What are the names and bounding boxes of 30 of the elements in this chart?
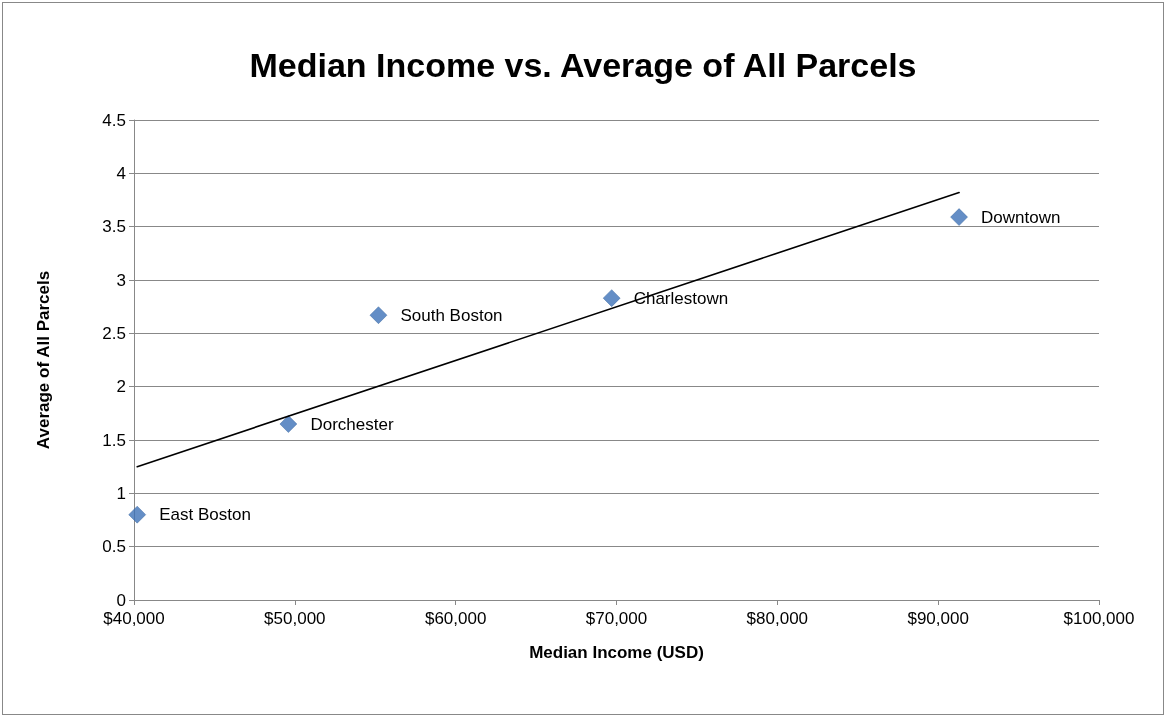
y-axis-title: Average of All Parcels — [34, 270, 53, 450]
y-tick-label: 1 — [116, 483, 126, 503]
y-tick-label: 0.5 — [102, 537, 126, 557]
y-tick-label: 2.5 — [102, 323, 126, 343]
annotation: East Boston — [159, 505, 251, 525]
point — [369, 306, 388, 324]
y-tick-label: 2 — [116, 377, 126, 397]
x-tick-label: $100,000 — [1063, 609, 1135, 628]
point — [128, 505, 146, 524]
annotation: Charlestown — [633, 288, 729, 308]
y-tick-label: 4.5 — [102, 110, 126, 130]
x-tick-label: $90,000 — [907, 609, 969, 628]
x-tick-label: $40,000 — [103, 609, 165, 628]
x-axis-title: Median Income (USD) — [529, 643, 704, 662]
y-tick-label: 3.5 — [102, 217, 126, 237]
point — [950, 208, 968, 226]
y-tick-label: 0 — [116, 590, 126, 610]
annotation: Dorchester — [310, 414, 394, 434]
annotation: South Boston — [400, 305, 503, 325]
point — [602, 289, 621, 307]
y-tick-label: 3 — [116, 270, 126, 290]
x-tick-label: $80,000 — [746, 609, 809, 628]
y-tick-label: 4 — [116, 163, 126, 183]
y-tick-label: 1.5 — [102, 430, 126, 450]
x-tick-label: $50,000 — [264, 609, 326, 628]
annotation: Downtown — [981, 207, 1061, 227]
x-tick-label: $60,000 — [424, 609, 487, 628]
point — [279, 415, 298, 433]
x-tick-label: $70,000 — [585, 609, 648, 628]
chart-title: Median Income vs. Average of All Parcels — [249, 46, 917, 84]
